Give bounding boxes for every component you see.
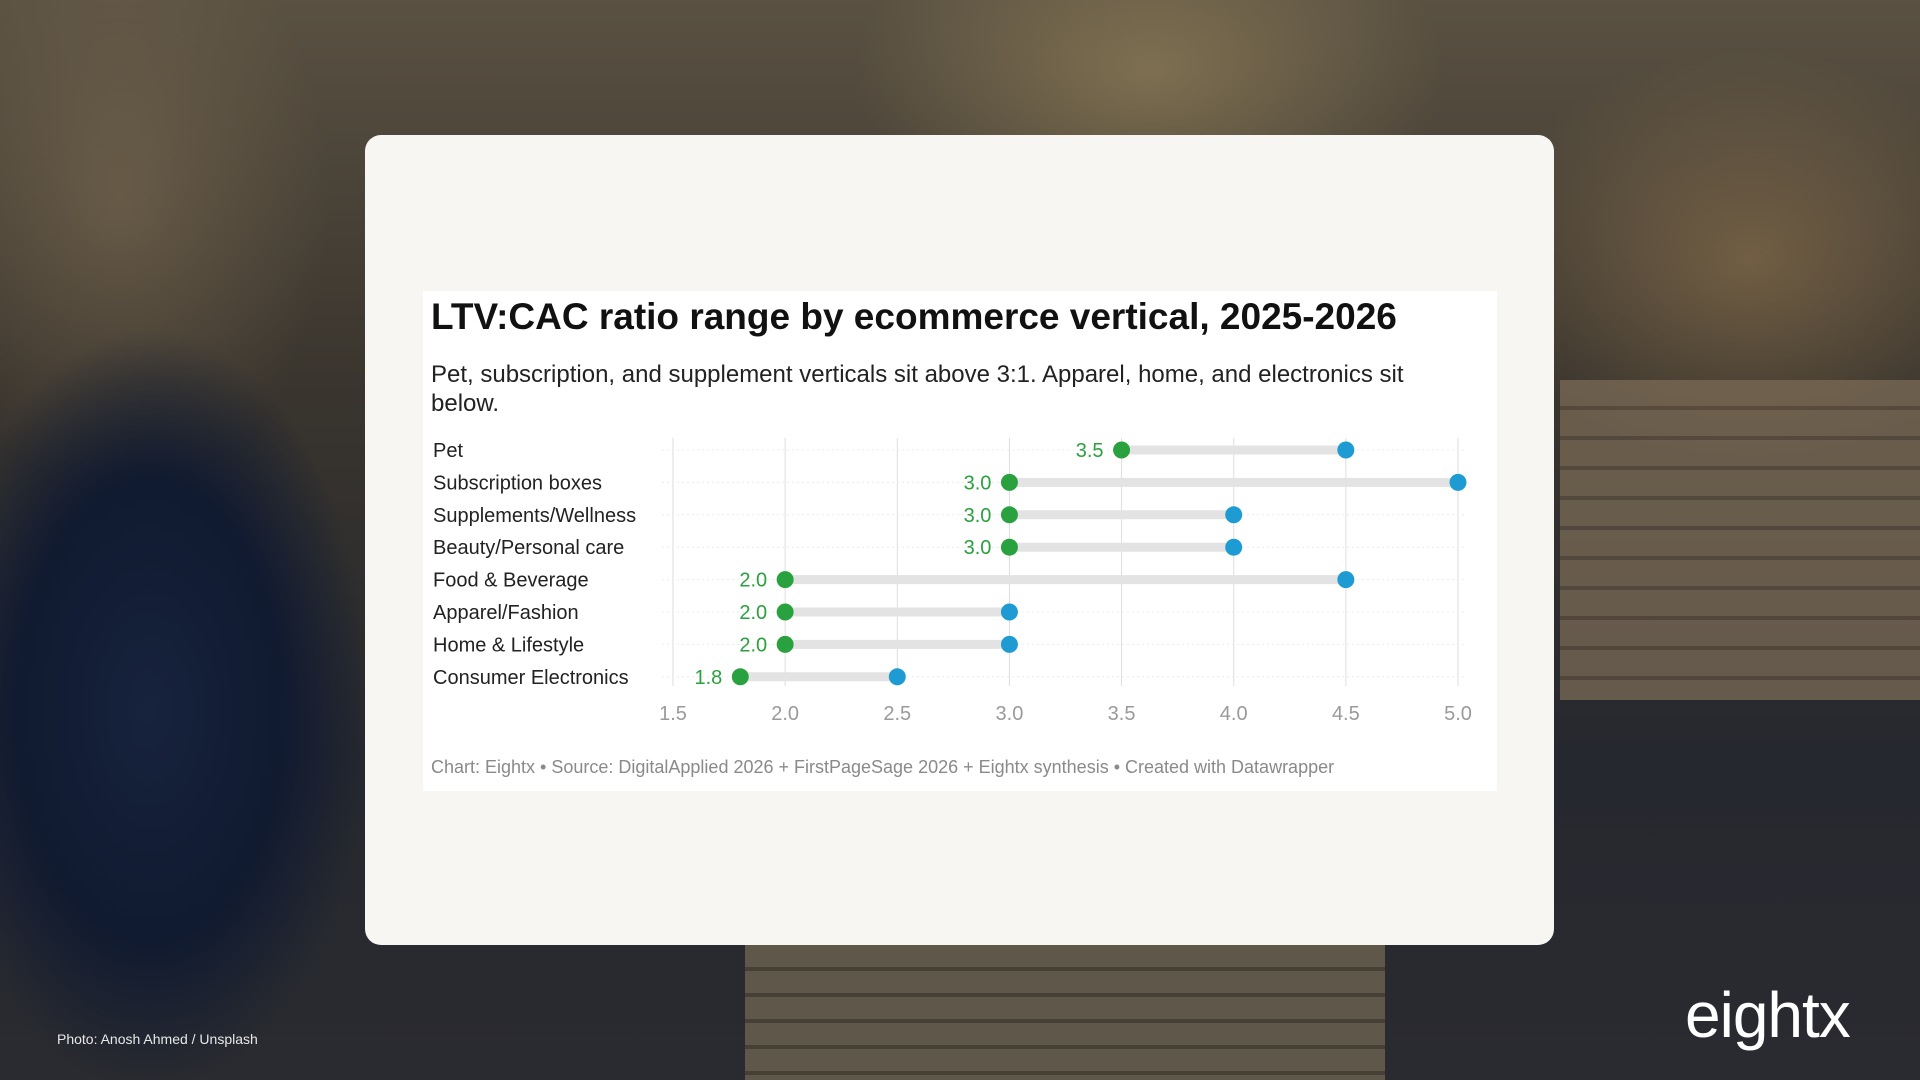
category-label: Pet (433, 440, 463, 462)
x-tick-label: 4.0 (1220, 703, 1248, 725)
high-value-dot (1000, 635, 1018, 653)
x-tick-label: 2.5 (883, 703, 911, 725)
low-value-dot (776, 603, 794, 621)
high-value-dot (888, 668, 906, 686)
high-value-dot (1225, 538, 1243, 556)
low-value-label: 3.0 (964, 472, 992, 494)
low-value-label: 3.5 (1076, 440, 1104, 462)
low-value-dot (776, 635, 794, 653)
x-tick-label: 4.5 (1332, 703, 1360, 725)
background-boxes (1560, 380, 1920, 700)
brand-logo: eightx (1685, 979, 1851, 1051)
background-boxes-bottom (745, 945, 1385, 1080)
high-value-dot (1449, 473, 1467, 491)
category-label: Supplements/Wellness (433, 505, 636, 527)
range-bars (735, 445, 1463, 682)
x-tick-label: 3.0 (996, 703, 1024, 725)
category-label: Home & Lifestyle (433, 634, 584, 656)
x-tick-label: 5.0 (1444, 703, 1472, 725)
low-value-label: 2.0 (739, 570, 767, 592)
low-value-dot (1000, 506, 1018, 524)
chart-footer: Chart: Eightx • Source: DigitalApplied 2… (431, 757, 1335, 777)
high-value-dot (1000, 603, 1018, 621)
labels: 1.5 2.0 2.5 3.0 3.5 4.0 4.5 5.0 Pet 3.5 Subscripti… (433, 440, 1472, 725)
low-value-dot (776, 571, 794, 589)
low-value-label: 1.8 (694, 667, 722, 689)
low-value-label: 2.0 (739, 602, 767, 624)
low-value-dot (1113, 441, 1131, 459)
x-tick-label: 2.0 (771, 703, 799, 725)
low-value-dot (1000, 538, 1018, 556)
low-value-dot (1000, 473, 1018, 491)
category-label: Consumer Electronics (433, 667, 629, 689)
high-value-dot (1225, 506, 1243, 524)
chart-panel (423, 291, 1497, 791)
low-value-dot (731, 668, 749, 686)
low-value-label: 3.0 (964, 505, 992, 527)
background-figure (0, 330, 360, 1080)
low-value-label: 2.0 (739, 634, 767, 656)
photo-credit: Photo: Anosh Ahmed / Unsplash (57, 1031, 258, 1047)
category-label: Food & Beverage (433, 570, 589, 592)
category-label: Beauty/Personal care (433, 537, 624, 559)
category-label: Subscription boxes (433, 472, 602, 494)
chart-subtitle: Pet, subscription, and supplement vertic… (431, 361, 1404, 417)
x-tick-label: 3.5 (1108, 703, 1136, 725)
high-value-dot (1337, 571, 1355, 589)
category-label: Apparel/Fashion (433, 602, 579, 624)
chart-title: LTV:CAC ratio range by ecommerce vertica… (431, 296, 1397, 337)
dots (731, 441, 1467, 686)
low-value-label: 3.0 (964, 537, 992, 559)
x-tick-label: 1.5 (659, 703, 687, 725)
high-value-dot (1337, 441, 1355, 459)
